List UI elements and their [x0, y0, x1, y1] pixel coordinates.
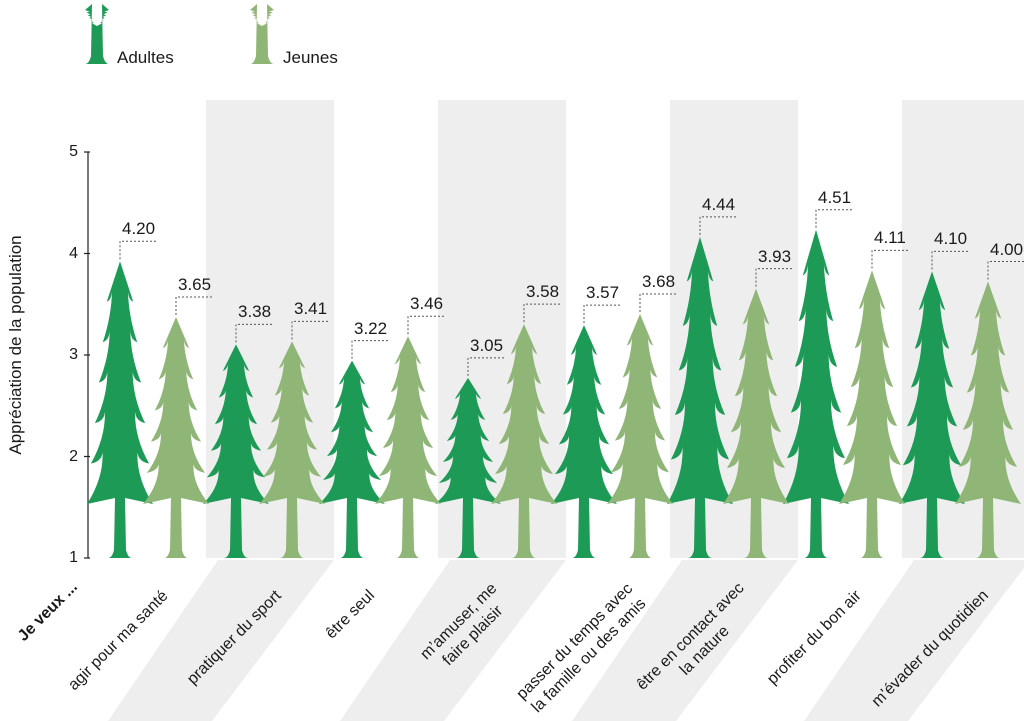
tree-marks [87, 229, 1021, 559]
value-label-jeunes-2: 3.46 [410, 294, 444, 314]
tree-jeunes-7 [955, 281, 1021, 558]
background-band-slant [340, 560, 566, 721]
value-leader [987, 261, 1024, 280]
value-label-jeunes-7: 4.00 [990, 239, 1024, 259]
y-tick-label: 3 [69, 346, 78, 363]
background-band-slant [804, 560, 1024, 721]
legend-icons [85, 4, 274, 64]
y-tick-label: 5 [69, 143, 78, 160]
legend-label-jeunes: Jeunes [283, 48, 338, 67]
value-label-adultes-5: 4.44 [702, 194, 736, 214]
value-leader [407, 315, 446, 335]
value-leader [871, 249, 910, 269]
value-label-adultes-3: 3.05 [470, 335, 504, 355]
value-label-adultes-7: 4.10 [934, 229, 968, 249]
background-band-slant [572, 560, 798, 721]
value-leader [175, 296, 214, 316]
value-label-adultes-0: 4.20 [122, 219, 156, 239]
value-leader [639, 293, 678, 312]
y-tick-label: 2 [69, 447, 78, 465]
value-leader [351, 340, 390, 359]
value-label-jeunes-6: 4.11 [874, 228, 906, 248]
value-leader [291, 320, 330, 340]
y-tick-label: 1 [69, 549, 78, 566]
value-leader [755, 268, 794, 287]
value-leader [235, 323, 274, 343]
value-label-adultes-6: 4.51 [818, 187, 852, 207]
value-leader [699, 216, 738, 235]
tree-adultes-7 [899, 271, 965, 558]
background-band-slant [108, 560, 334, 721]
tree-jeunes-5 [723, 288, 789, 558]
y-axis [84, 151, 90, 559]
value-leader [815, 209, 854, 228]
y-axis-title: Appréciation de la population [6, 235, 25, 455]
tree-adultes-2 [319, 360, 385, 558]
tree-icon [85, 4, 109, 64]
value-leader [523, 303, 562, 323]
value-leader [119, 240, 158, 260]
value-label-jeunes-3: 3.58 [526, 282, 560, 302]
tree-jeunes-6 [839, 270, 905, 558]
value-leader [467, 357, 506, 376]
tree-jeunes-2 [375, 336, 441, 558]
value-label-jeunes-5: 3.93 [758, 246, 792, 266]
value-label-jeunes-0: 3.65 [178, 275, 212, 295]
tree-adultes-4 [551, 325, 617, 558]
y-tick-label: 4 [69, 244, 78, 262]
value-leader [583, 304, 622, 324]
value-leader [931, 250, 970, 270]
tree-adultes-3 [435, 377, 501, 558]
legend-label-adultes: Adultes [117, 48, 174, 67]
tree-icon [250, 4, 274, 64]
value-label-adultes-2: 3.22 [354, 318, 388, 338]
tree-adultes-6 [783, 229, 849, 559]
tree-adultes-5 [667, 236, 733, 558]
tree-jeunes-3 [491, 324, 557, 558]
tree-jeunes-4 [607, 313, 673, 558]
tree-jeunes-0 [143, 317, 209, 558]
label-leaders [119, 209, 1024, 376]
tree-jeunes-1 [259, 341, 325, 558]
value-label-jeunes-1: 3.41 [294, 299, 328, 319]
value-label-adultes-4: 3.57 [586, 283, 620, 303]
tree-adultes-0 [87, 261, 153, 558]
value-label-jeunes-4: 3.68 [642, 271, 676, 291]
tree-adultes-1 [203, 344, 269, 558]
value-label-adultes-1: 3.38 [238, 302, 272, 322]
